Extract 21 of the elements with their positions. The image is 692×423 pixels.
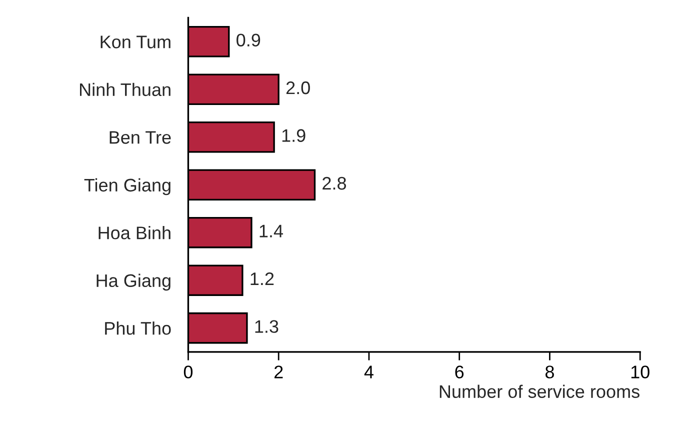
y-tick-label: Kon Tum: [100, 36, 170, 48]
y-tick-label: Ninh Thuan: [80, 82, 170, 96]
y-tick-label: Ben Tre: [110, 131, 171, 144]
y-tick-label: Tien Giang: [84, 178, 170, 196]
x-tick-label: 6: [455, 366, 464, 378]
data-label: 1.2: [250, 272, 274, 285]
data-label: 1.3: [255, 320, 278, 333]
x-tick-label: 0: [184, 366, 193, 378]
data-label: 1.4: [260, 224, 283, 238]
x-tick-label: 4: [364, 366, 374, 378]
data-label: 2.8: [322, 176, 346, 190]
y-tick-label: Ha Giang: [96, 274, 170, 291]
x-tick-label: 10: [631, 366, 650, 378]
y-tick-label: Hoa Binh: [98, 226, 170, 240]
y-tick-label: Phu Tho: [105, 322, 171, 335]
data-label: 2.0: [286, 81, 310, 94]
x-tick-label: 2: [274, 366, 283, 378]
x-tick-label: 8: [545, 366, 554, 378]
data-label: 0.9: [236, 34, 260, 46]
data-label: 1.9: [282, 129, 306, 142]
x-axis-title: Number of service rooms: [440, 384, 640, 398]
